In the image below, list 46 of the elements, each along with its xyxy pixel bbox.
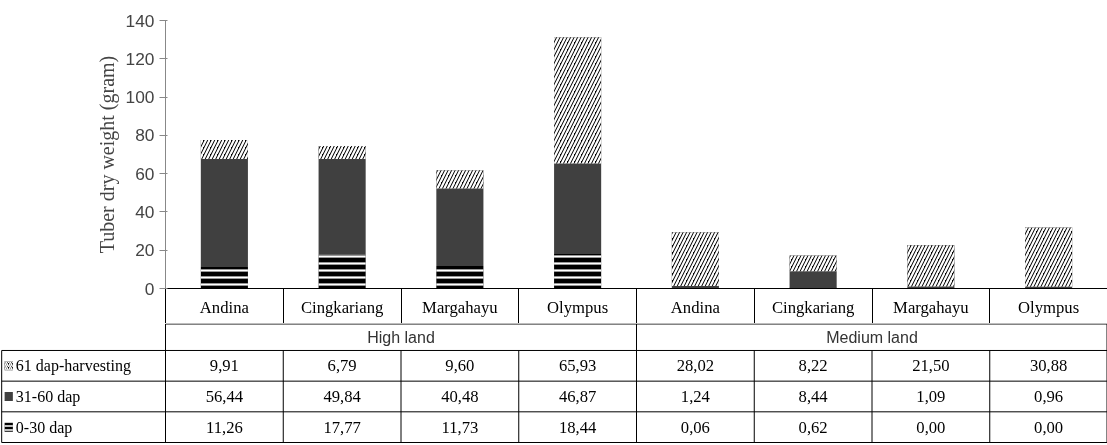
y-tick-label: 100 [125, 87, 155, 108]
data-label: 30,88 [1029, 356, 1068, 376]
x-tick-label: Cingkariang [300, 297, 384, 317]
data-label: 46,87 [558, 386, 597, 406]
y-tick-label: 60 [135, 163, 155, 184]
x-tick-label: Andina [199, 297, 250, 317]
data-label: 0,96 [1034, 386, 1064, 406]
data-label: 0,00 [916, 417, 946, 437]
data-label: 8,44 [798, 386, 829, 406]
x-tick-label: Olympus [1018, 297, 1080, 317]
data-label: 21,50 [912, 356, 950, 376]
data-label: 0,06 [680, 417, 710, 437]
text: Medium land [826, 328, 918, 346]
data-label: 18,44 [558, 417, 598, 437]
legend-label: 0-30 dap [15, 418, 73, 437]
y-tick-label: 40 [135, 201, 155, 222]
data-label: 1,09 [916, 386, 946, 406]
y-tick-label: 0 [144, 278, 155, 299]
data-label: 6,79 [327, 356, 357, 376]
x-tick-label: Olympus [547, 297, 609, 317]
data-label: 9,60 [445, 356, 475, 376]
data-label: 17,77 [323, 417, 361, 437]
y-tick-label: 80 [135, 125, 155, 146]
y-tick-label: 120 [125, 48, 155, 69]
x-tick-label: Andina [670, 297, 721, 317]
legend-label: 31-60 dap [15, 387, 81, 406]
y-tick-label: 140 [125, 10, 155, 31]
x-tick-label: Margahayu [893, 297, 970, 317]
data-label: 28,02 [676, 356, 715, 376]
data-label: 0,62 [798, 417, 828, 437]
data-label: 8,22 [798, 356, 828, 376]
legend-label: 61 dap-harvesting [15, 357, 131, 376]
data-label: 40,48 [441, 386, 479, 406]
data-label: 0,00 [1034, 417, 1064, 437]
data-label: 11,26 [205, 417, 243, 437]
y-axis-title: Tuber dry weight (gram) [95, 55, 119, 254]
text: High land [367, 328, 435, 346]
x-tick-label: Margahayu [422, 297, 499, 317]
data-label: 9,91 [209, 356, 239, 376]
data-label: 65,93 [558, 356, 597, 376]
data-label: 11,73 [441, 417, 479, 437]
y-tick-label: 20 [135, 240, 155, 261]
data-label: 1,24 [680, 386, 711, 406]
data-label: 49,84 [323, 386, 362, 406]
data-label: 56,44 [205, 386, 244, 406]
x-tick-label: Cingkariang [771, 297, 855, 317]
